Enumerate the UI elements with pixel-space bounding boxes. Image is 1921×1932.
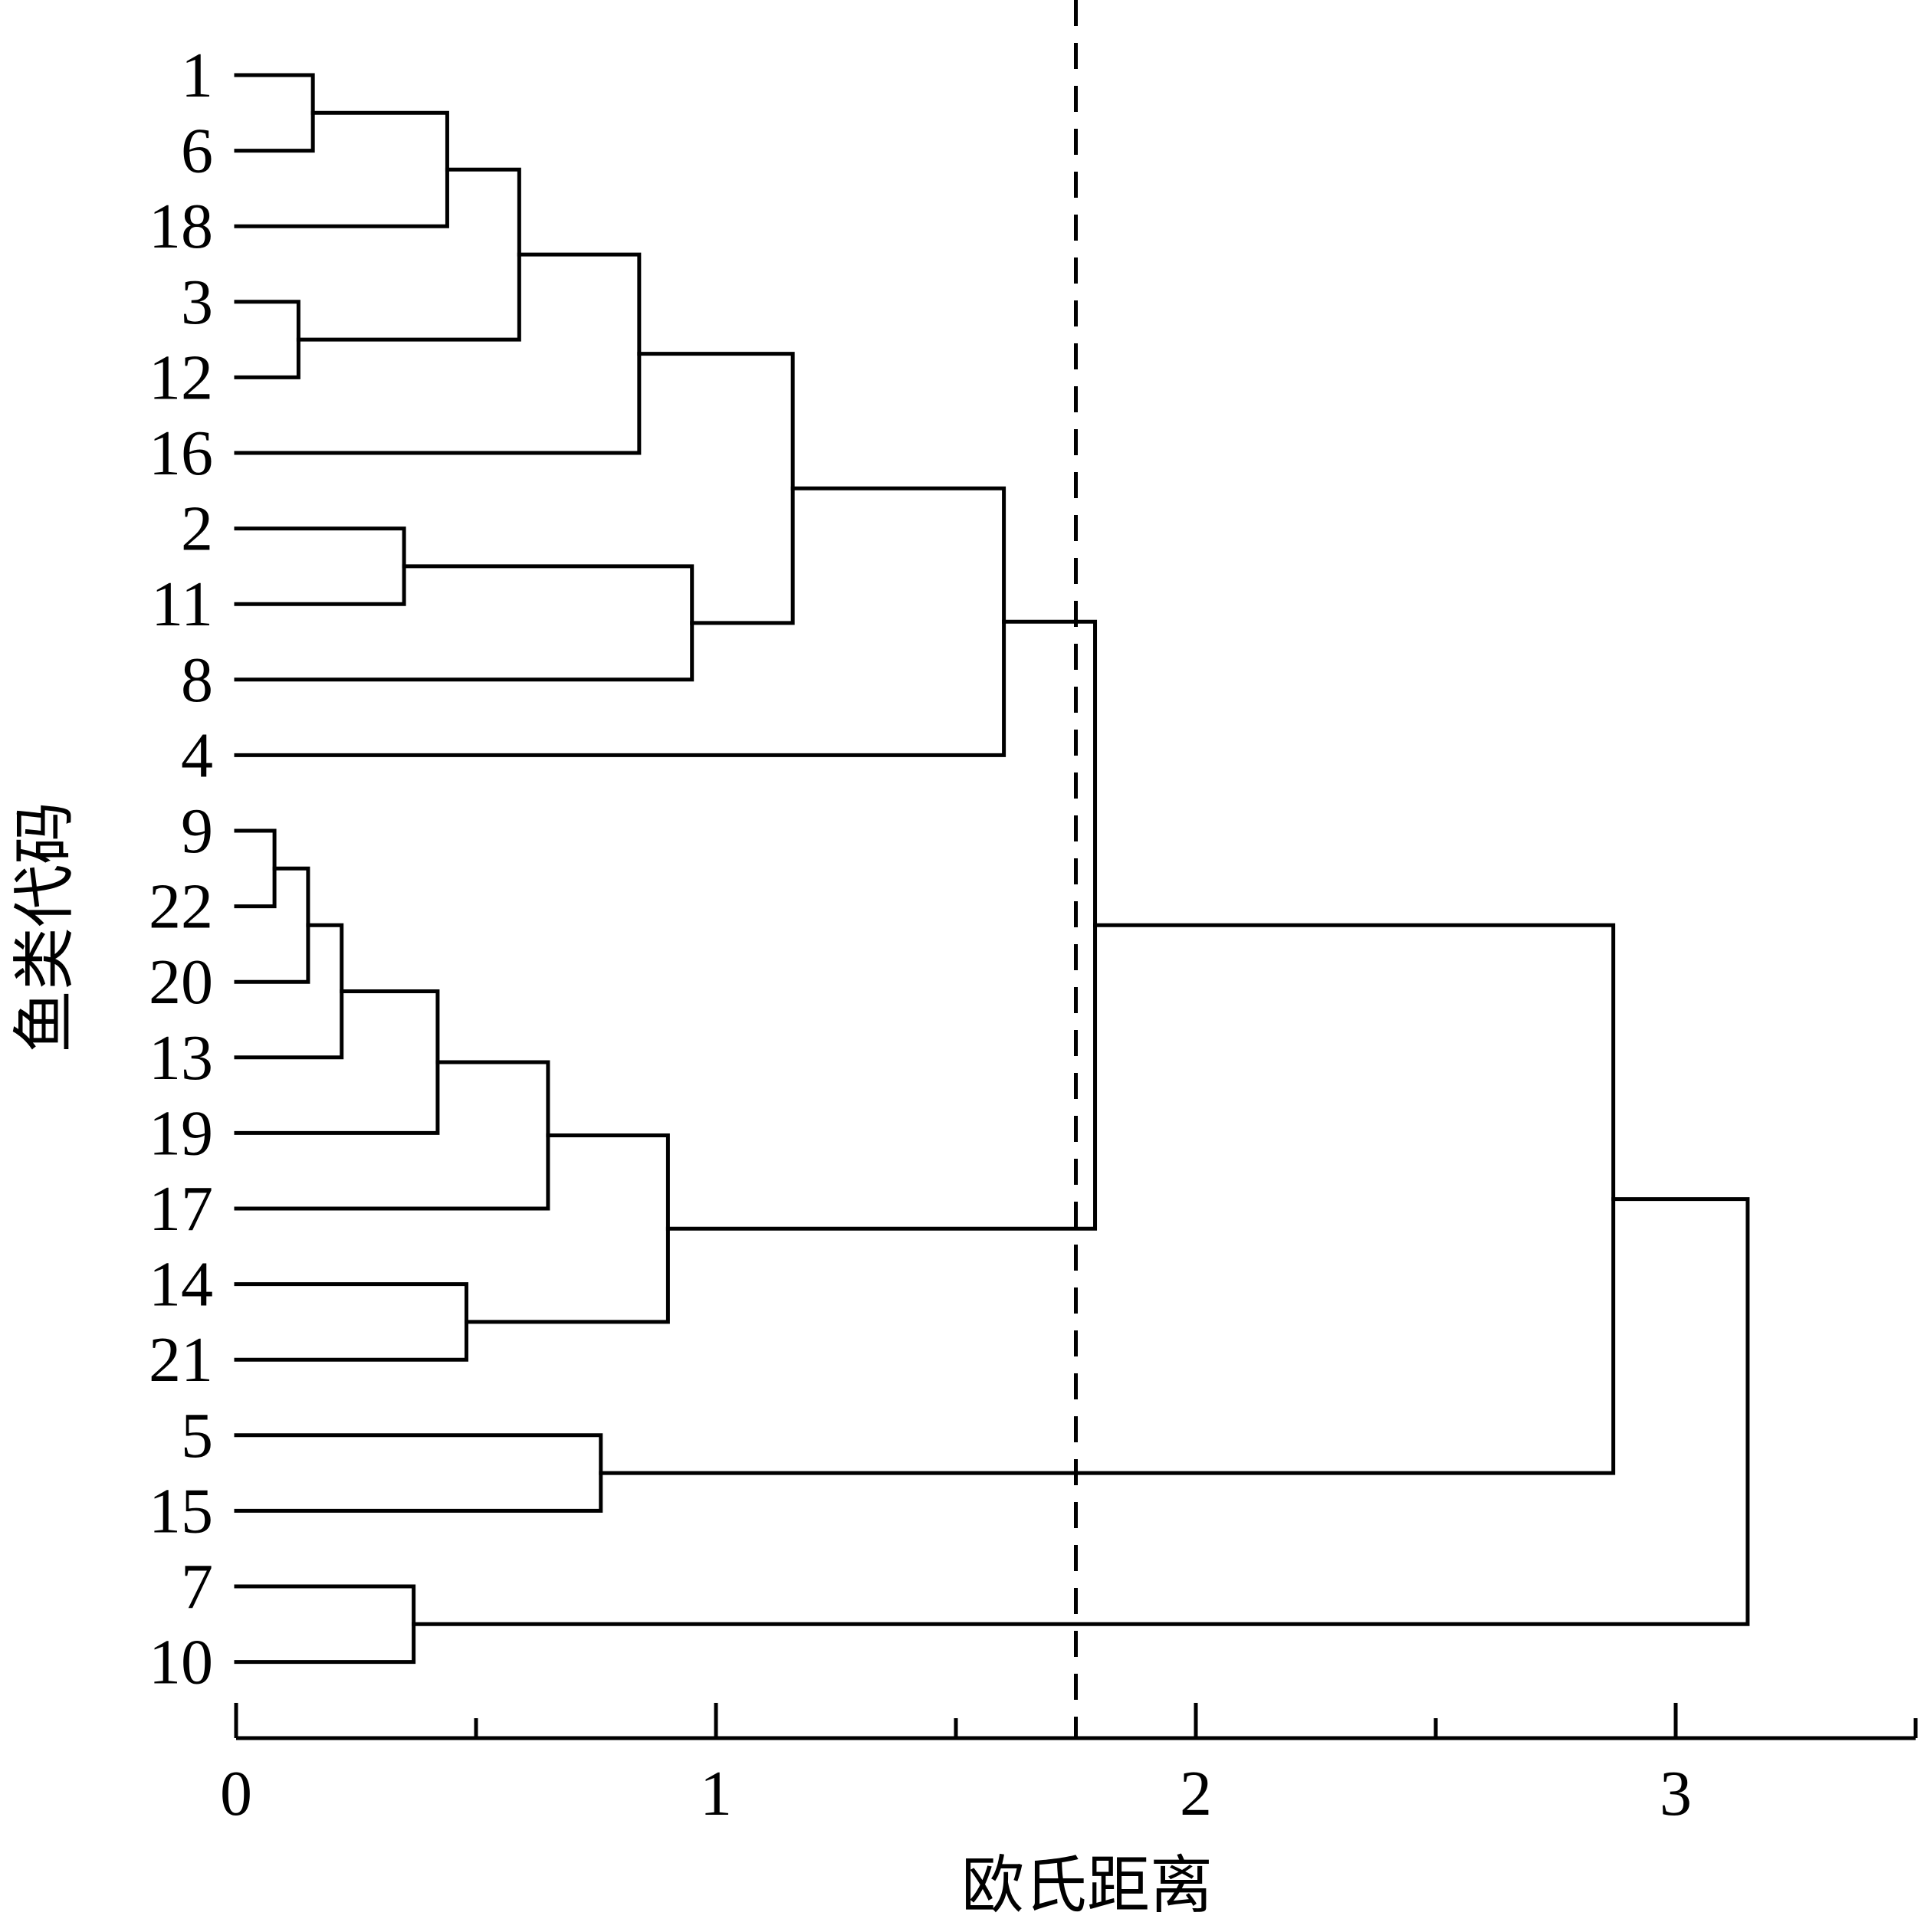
leaf-label-20: 20: [149, 946, 213, 1018]
leaf-label-8: 8: [181, 645, 213, 716]
x-tick-label-2: 2: [1180, 1758, 1212, 1829]
branch-m3: [234, 73, 315, 153]
branch-m19: [665, 619, 1098, 1231]
x-tick-label-1: 1: [700, 1758, 732, 1829]
leaf-label-12: 12: [149, 342, 213, 413]
branch-m9: [234, 110, 449, 228]
leaf-label-13: 13: [149, 1022, 213, 1094]
leaf-label-9: 9: [181, 795, 213, 867]
x-axis: 0 1 2 3: [220, 1703, 1918, 1829]
dendrogram-branches: [234, 73, 1750, 1665]
leaf-label-6: 6: [181, 116, 213, 187]
branch-m2: [234, 300, 300, 379]
leaf-label-7: 7: [181, 1551, 213, 1622]
leaf-label-15: 15: [149, 1475, 213, 1547]
branch-m4: [234, 866, 310, 984]
leaf-label-21: 21: [149, 1324, 213, 1396]
x-tick-label-3: 3: [1660, 1758, 1692, 1829]
branch-m12: [234, 1060, 550, 1211]
branch-m20: [599, 923, 1616, 1475]
branch-m5: [234, 923, 344, 1060]
leaf-label-3: 3: [181, 267, 213, 338]
branch-m7: [234, 1584, 416, 1665]
leaf-label-22: 22: [149, 871, 213, 943]
branch-m17: [637, 352, 795, 625]
leaf-label-5: 5: [181, 1400, 213, 1471]
branch-m8: [234, 989, 440, 1135]
leaf-label-16: 16: [149, 418, 213, 489]
leaf-label-11: 11: [151, 569, 213, 640]
leaf-label-17: 17: [149, 1173, 213, 1245]
leaf-label-10: 10: [149, 1627, 213, 1698]
branch-m15: [464, 1133, 670, 1324]
leaf-label-1: 1: [181, 40, 213, 111]
branch-m1: [234, 828, 277, 909]
branch-m13: [234, 1433, 603, 1513]
leaf-label-2: 2: [181, 494, 213, 565]
branch-m10: [234, 1282, 468, 1362]
branch-m14: [234, 252, 642, 455]
branch-m11: [296, 167, 521, 342]
leaf-label-14: 14: [149, 1249, 213, 1320]
branch-m21: [412, 1197, 1750, 1626]
x-tick-label-0: 0: [220, 1758, 252, 1829]
y-axis-title: 鱼类代码: [8, 802, 81, 1053]
x-axis-title: 欧氏距离: [961, 1849, 1213, 1922]
branch-m6: [234, 526, 406, 606]
branch-m16: [234, 564, 695, 682]
leaf-label-4: 4: [181, 720, 213, 791]
leaf-label-19: 19: [149, 1097, 213, 1169]
leaf-label-18: 18: [149, 191, 213, 262]
